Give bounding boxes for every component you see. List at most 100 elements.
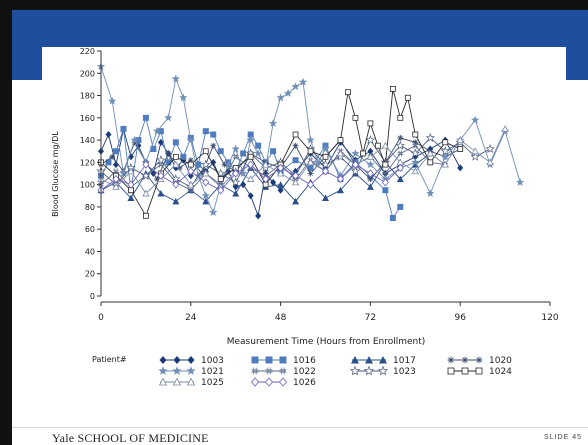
- data-point-square: [135, 137, 142, 144]
- data-point-diamond-open: [292, 171, 300, 180]
- data-point-hash: [412, 142, 419, 149]
- data-point-star: [313, 157, 323, 166]
- data-point-diamond-open: [264, 377, 274, 387]
- data-point-diamond-open: [127, 180, 135, 189]
- data-point-star: [171, 74, 181, 83]
- data-point-square-open: [442, 139, 449, 146]
- data-point-asterisk: [461, 356, 469, 364]
- y-tick-label: 100: [80, 181, 95, 190]
- data-point-hash: [279, 367, 287, 375]
- data-point-diamond-open: [142, 160, 150, 169]
- legend-entry-1023: 1023: [349, 365, 416, 377]
- yale-school-of-medicine-logo-text: Yale SCHOOL OF MEDICINE: [52, 431, 209, 445]
- x-tick-label: 120: [541, 313, 558, 323]
- data-point-star: [164, 113, 173, 122]
- data-point-asterisk: [367, 176, 374, 183]
- data-point-triangle: [322, 194, 329, 201]
- x-tick-label: 48: [275, 313, 287, 323]
- data-point-square-open: [389, 85, 396, 92]
- legend: 1003 1016 1017 1020 1021 1022 1023 1024 1025 1026: [158, 356, 512, 388]
- data-point-diamond: [159, 356, 167, 364]
- data-point-star-open: [410, 148, 421, 158]
- data-point-square: [112, 148, 119, 155]
- data-point-triangle-open: [127, 167, 135, 175]
- data-point-square: [120, 125, 127, 132]
- data-point-square: [307, 164, 314, 171]
- legend-label: 1016: [293, 356, 316, 366]
- y-tick-label: 40: [85, 247, 95, 256]
- data-point-star-open: [440, 146, 450, 156]
- data-point-square: [397, 203, 404, 210]
- data-point-square: [292, 157, 299, 164]
- data-point-triangle-open: [202, 169, 210, 177]
- data-point-square: [389, 215, 396, 222]
- data-point-square-open: [337, 137, 344, 143]
- data-point-star: [223, 160, 233, 169]
- data-point-triangle-open: [186, 377, 196, 386]
- y-tick-label: 180: [80, 92, 95, 101]
- data-point-hash: [397, 150, 404, 157]
- data-point-star: [231, 144, 240, 153]
- data-point-star: [172, 366, 182, 375]
- data-point-triangle: [202, 197, 210, 205]
- data-point-square: [279, 356, 287, 364]
- data-point-star: [321, 144, 330, 153]
- data-point-diamond: [270, 178, 277, 186]
- legend-label: 1017: [393, 356, 416, 366]
- data-point-star-open: [365, 135, 376, 145]
- data-point-diamond-open: [396, 163, 404, 173]
- data-point-triangle-open: [456, 136, 464, 143]
- data-point-star-open: [350, 166, 361, 176]
- y-tick-label: 80: [85, 203, 95, 212]
- data-point-diamond-open: [112, 174, 120, 184]
- y-tick-label: 200: [80, 69, 95, 78]
- data-point-star-open: [230, 177, 241, 187]
- data-point-star-open: [395, 140, 406, 150]
- frame-top-border: [0, 0, 588, 10]
- data-point-asterisk: [447, 356, 455, 364]
- legend-entry-1017: 1017: [351, 356, 416, 366]
- y-tick-label: 60: [85, 225, 95, 234]
- data-point-diamond-open: [262, 174, 270, 184]
- data-point-square-open: [172, 153, 179, 160]
- data-point-diamond-open: [307, 180, 315, 189]
- data-point-diamond-open: [157, 171, 165, 180]
- y-tick-label: 160: [80, 114, 95, 123]
- data-point-square: [217, 148, 224, 155]
- data-point-square: [247, 131, 254, 138]
- data-point-triangle: [336, 186, 344, 194]
- legend-label: 1021: [201, 367, 224, 377]
- data-point-triangle-open: [366, 152, 375, 160]
- data-point-square: [202, 128, 209, 135]
- data-point-square: [105, 159, 112, 166]
- data-point-triangle-open: [426, 149, 434, 157]
- legend-label: 1025: [201, 378, 224, 388]
- data-point-asterisk: [176, 164, 183, 171]
- data-point-triangle: [365, 356, 373, 364]
- data-point-triangle-open: [471, 147, 479, 155]
- data-point-triangle: [366, 183, 374, 190]
- data-point-diamond-open: [250, 377, 260, 387]
- data-point-triangle-open: [381, 141, 390, 149]
- title-banner: [12, 10, 588, 47]
- data-point-square: [255, 142, 262, 149]
- data-point-triangle-open: [158, 377, 168, 386]
- data-point-square-open: [397, 114, 404, 121]
- data-point-hash: [187, 187, 194, 194]
- data-point-star-open: [349, 365, 361, 376]
- data-point-asterisk: [292, 142, 299, 149]
- data-point-star: [470, 115, 480, 124]
- data-point-square-open: [202, 148, 209, 155]
- banner-tab-right: [566, 47, 588, 80]
- x-tick-label: 0: [98, 313, 104, 323]
- data-point-diamond-open: [277, 163, 285, 173]
- data-point-square: [165, 159, 172, 166]
- data-point-diamond-open: [232, 169, 240, 178]
- data-point-star: [306, 135, 315, 144]
- x-axis-label: Measurement Time (Hours from Enrollment): [227, 337, 426, 347]
- data-point-triangle-open: [261, 160, 270, 168]
- data-point-asterisk: [165, 150, 172, 157]
- data-point-square: [180, 153, 187, 160]
- data-point-diamond-open: [217, 186, 225, 195]
